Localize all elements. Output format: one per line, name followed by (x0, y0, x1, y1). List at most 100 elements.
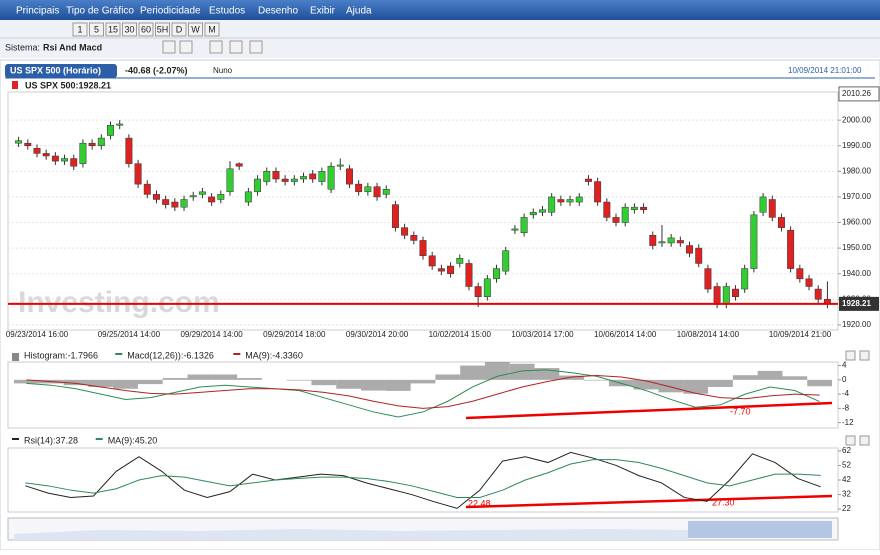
candle-body (612, 217, 620, 223)
system-label: Sistema: (5, 42, 40, 52)
candle-body (107, 125, 114, 136)
y-tick-label: 52 (842, 461, 851, 470)
y-tick-label: 1990.00 (842, 141, 871, 150)
period-button[interactable] (138, 22, 154, 37)
candle-body (263, 171, 271, 182)
minimize-button[interactable] (845, 435, 856, 446)
legend-label: Rsi(14):37.28 (24, 435, 78, 445)
x-tick-label: 10/06/2014 14:00 (594, 330, 657, 339)
period-button[interactable] (72, 22, 88, 37)
period-button[interactable] (155, 22, 170, 37)
icon-button[interactable] (229, 40, 243, 54)
histogram-bar (137, 379, 163, 385)
legend-swatch (115, 353, 123, 355)
histogram-bar (237, 378, 262, 380)
candle-body (419, 240, 427, 257)
candle-body (410, 235, 418, 241)
navigator-window[interactable] (688, 521, 832, 538)
y-tick-label: 62 (842, 446, 851, 455)
period-label[interactable]: 1 (77, 24, 82, 34)
candle-body (391, 204, 399, 228)
period-button[interactable] (89, 22, 104, 37)
menu-bar (0, 0, 880, 20)
menu-item[interactable]: Estudos (209, 6, 245, 17)
period-label[interactable]: M (208, 24, 216, 34)
menu-item[interactable]: Ajuda (346, 6, 372, 17)
period-label[interactable]: W (191, 24, 200, 34)
period-button[interactable] (122, 22, 137, 37)
candle-body (346, 168, 353, 185)
instrument: US SPX 500 (Horário) (10, 65, 101, 75)
candle-body (290, 178, 298, 182)
candle-body (373, 186, 381, 198)
icon-button[interactable] (179, 40, 193, 54)
candle-body (722, 286, 730, 305)
candle-body (777, 217, 785, 228)
candle-body (676, 240, 684, 244)
period-label[interactable]: D (176, 24, 183, 34)
candle-body (336, 164, 344, 167)
series-line (26, 375, 820, 409)
icon-button[interactable] (249, 40, 263, 54)
period-label[interactable]: 15 (108, 24, 118, 34)
histogram-bar (633, 379, 659, 390)
period-button[interactable] (105, 22, 121, 37)
histogram-bar (311, 379, 337, 386)
icon-button[interactable] (162, 40, 176, 54)
period-label[interactable]: 5H (157, 24, 169, 34)
x-tick-label: 10/02/2014 15:00 (429, 330, 492, 339)
histogram-bar (385, 379, 411, 391)
candle-body (584, 178, 592, 182)
candle-body (603, 201, 611, 218)
histogram-bar (534, 368, 560, 380)
histogram-bar (286, 379, 312, 381)
price-tag (838, 86, 880, 102)
candle-body (575, 196, 583, 203)
period-button[interactable] (204, 22, 220, 37)
legend-swatch (12, 81, 18, 89)
menu-item[interactable]: Periodicidade (140, 6, 201, 17)
macd-plot (7, 361, 839, 429)
candle-body (180, 199, 188, 208)
histogram-bar (435, 374, 461, 380)
trend-line (465, 401, 833, 420)
period-label[interactable]: 5 (94, 24, 99, 34)
period-label[interactable]: 30 (124, 24, 134, 34)
icon-button[interactable] (209, 40, 223, 54)
candle-body (566, 199, 574, 203)
candle-body (272, 171, 280, 180)
candle-body (658, 241, 666, 244)
legend-label: Macd(12,26)):-6.1326 (127, 350, 214, 360)
candle-body (511, 228, 519, 231)
menu-item[interactable]: Principais (16, 6, 59, 17)
minimize-button[interactable] (845, 350, 856, 361)
price-tag (839, 296, 879, 311)
candle-body (300, 176, 307, 180)
menu-item[interactable]: Exibir (310, 6, 336, 17)
legend-swatch (12, 353, 19, 361)
candle-body (235, 163, 243, 167)
candle-body (630, 206, 638, 210)
candle-body (70, 158, 78, 167)
candle-body (640, 206, 648, 210)
candle-body (226, 168, 234, 193)
histogram-bar (113, 379, 138, 389)
menu-item[interactable]: Tipo de Gráfico (66, 6, 134, 17)
close-button[interactable] (859, 350, 870, 361)
candle-body (539, 209, 546, 213)
candle-body (189, 195, 197, 198)
histogram-bar (782, 376, 808, 380)
histogram-bar (807, 379, 832, 387)
histogram-bar (63, 379, 89, 386)
candle-body (759, 196, 767, 213)
candle-body (704, 268, 712, 290)
period-button[interactable] (171, 22, 187, 37)
candle-body (502, 250, 510, 272)
y-tick-label: 4 (842, 361, 847, 370)
legend-label: MA(9):45.20 (108, 435, 158, 445)
instrument-tab[interactable] (5, 64, 117, 78)
menu-item[interactable]: Desenho (258, 6, 298, 17)
period-label[interactable]: 60 (141, 24, 151, 34)
close-button[interactable] (859, 435, 870, 446)
period-button[interactable] (188, 22, 203, 37)
